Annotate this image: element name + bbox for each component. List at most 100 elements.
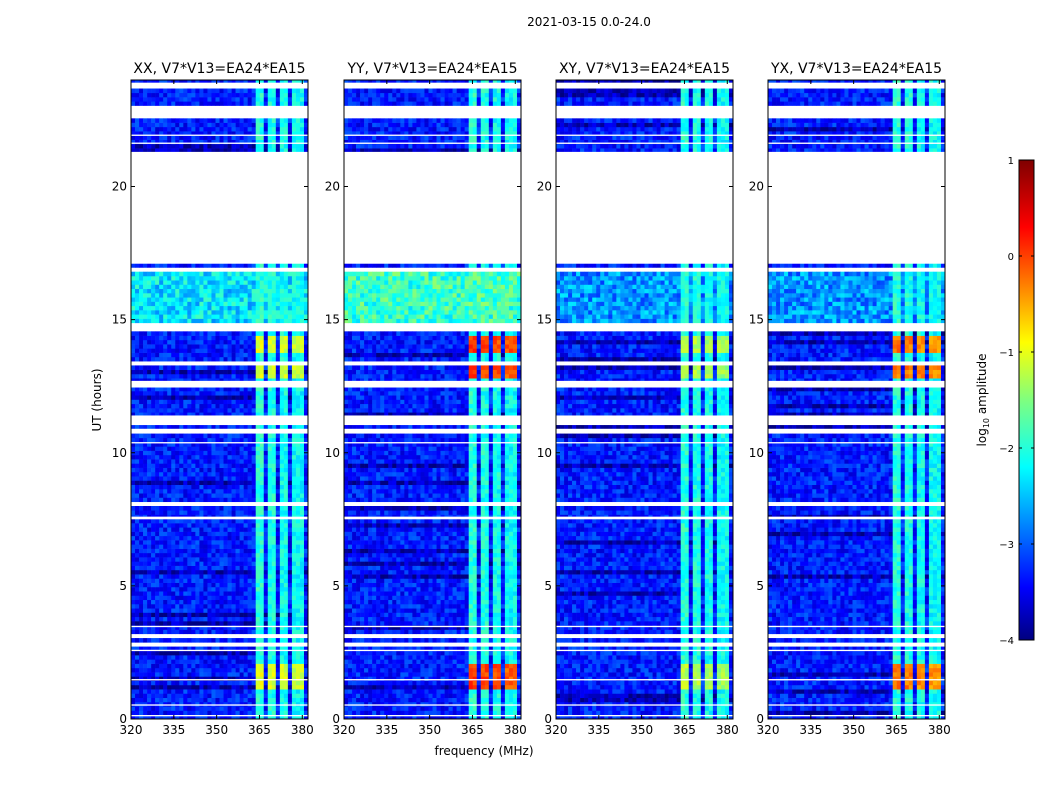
heatmap-cell (191, 638, 196, 643)
heatmap-cell (267, 638, 273, 643)
heatmap-cell (384, 701, 389, 707)
heatmap-cell (183, 680, 188, 686)
heatmap-cell (147, 531, 152, 537)
heatmap-cell (207, 710, 212, 716)
heatmap-cell (199, 395, 204, 400)
heatmap-cell (131, 305, 136, 311)
heatmap-cell (143, 659, 148, 664)
heatmap-cell (211, 476, 216, 481)
heatmap-cell (227, 706, 232, 711)
heatmap-cell (227, 523, 232, 528)
heatmap-cell (239, 310, 244, 315)
heatmap-cell (179, 442, 184, 447)
heatmap-cell (287, 591, 293, 596)
heatmap-cell (159, 425, 164, 430)
heatmap-cell (199, 293, 204, 298)
heatmap-cell (155, 621, 160, 626)
heatmap-cell (143, 557, 148, 562)
heatmap-cell (404, 714, 409, 720)
heatmap-cell (303, 629, 309, 635)
heatmap-cell (287, 403, 293, 409)
heatmap-cell (235, 493, 240, 498)
heatmap-cell (271, 544, 277, 549)
heatmap-cell (219, 650, 224, 656)
heatmap-cell (135, 476, 140, 481)
heatmap-cell (195, 659, 200, 664)
heatmap-cell (183, 386, 188, 392)
heatmap-cell (255, 437, 261, 443)
heatmap-cell (131, 701, 136, 707)
heatmap-cell (203, 293, 208, 298)
heatmap-cell (259, 450, 265, 456)
heatmap-cell (143, 131, 148, 136)
heatmap-cell (263, 591, 269, 596)
heatmap-cell (211, 305, 216, 311)
heatmap-cell (199, 557, 204, 562)
heatmap-cell (179, 506, 184, 511)
heatmap-cell (287, 531, 293, 537)
heatmap-cell (171, 565, 176, 571)
heatmap-cell (211, 386, 216, 392)
heatmap-cell (139, 689, 144, 694)
heatmap-cell (291, 263, 297, 268)
heatmap-cell (219, 369, 224, 375)
heatmap-cell (255, 433, 261, 439)
heatmap-cell (239, 582, 244, 588)
heatmap-cell (151, 527, 156, 532)
heatmap-cell (227, 561, 232, 566)
heatmap-cell (259, 603, 265, 609)
heatmap-cell (271, 710, 277, 716)
heatmap-cell (291, 684, 297, 690)
heatmap-cell (303, 578, 309, 583)
heatmap-cell (147, 463, 152, 468)
heatmap-cell (135, 284, 140, 290)
heatmap-cell (143, 280, 148, 285)
heatmap-cell (183, 689, 188, 694)
heatmap-cell (175, 467, 180, 473)
heatmap-cell (504, 710, 510, 716)
heatmap-cell (151, 275, 156, 281)
heatmap-cell (175, 378, 180, 383)
heatmap-cell (283, 582, 289, 588)
heatmap-cell (147, 565, 152, 571)
heatmap-cell (203, 403, 208, 409)
heatmap-cell (267, 373, 273, 379)
heatmap-cell (207, 378, 212, 383)
heatmap-cell (255, 348, 261, 353)
heatmap-cell (199, 540, 204, 545)
heatmap-cell (267, 348, 273, 353)
heatmap-cell (139, 488, 144, 494)
heatmap-cell (143, 518, 148, 524)
heatmap-cell (263, 373, 269, 379)
heatmap-cell (299, 565, 305, 571)
heatmap-cell (295, 697, 301, 703)
heatmap-cell (283, 497, 289, 503)
heatmap-cell (195, 101, 200, 106)
heatmap-cell (275, 284, 281, 290)
heatmap-cell (255, 552, 261, 558)
heatmap-cell (163, 659, 168, 664)
heatmap-cell (299, 680, 305, 686)
heatmap-cell (163, 318, 168, 324)
heatmap-cell (267, 88, 273, 94)
heatmap-cell (227, 318, 232, 324)
heatmap-cell (143, 476, 148, 481)
heatmap-cell (195, 122, 200, 128)
heatmap-cell (151, 288, 156, 294)
heatmap-cell (239, 701, 244, 707)
heatmap-cell (135, 118, 140, 123)
heatmap-cell (287, 344, 293, 349)
heatmap-cell (259, 263, 265, 268)
heatmap-cell (227, 574, 232, 579)
heatmap-cell (219, 280, 224, 285)
heatmap-cell (195, 476, 200, 481)
heatmap-cell (171, 450, 176, 456)
heatmap-cell (219, 471, 224, 477)
heatmap-cell (352, 714, 357, 720)
heatmap-cell (147, 403, 152, 409)
heatmap-cell (239, 275, 244, 281)
heatmap-cell (271, 599, 277, 605)
heatmap-cell (187, 689, 192, 694)
heatmap-cell (175, 139, 180, 145)
heatmap-cell (231, 463, 236, 468)
